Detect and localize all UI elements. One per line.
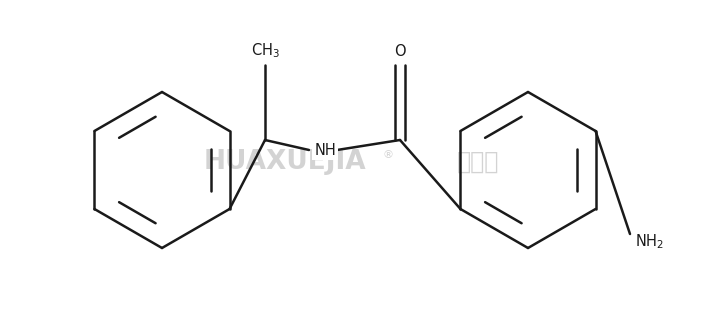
Text: O: O (394, 44, 406, 59)
Text: CH$_3$: CH$_3$ (250, 42, 280, 60)
Text: 化学加: 化学加 (457, 150, 499, 174)
Text: ®: ® (382, 150, 394, 160)
Text: NH$_2$: NH$_2$ (635, 233, 664, 251)
Text: NH: NH (314, 142, 336, 157)
Text: HUAXUEJIA: HUAXUEJIA (204, 149, 366, 175)
